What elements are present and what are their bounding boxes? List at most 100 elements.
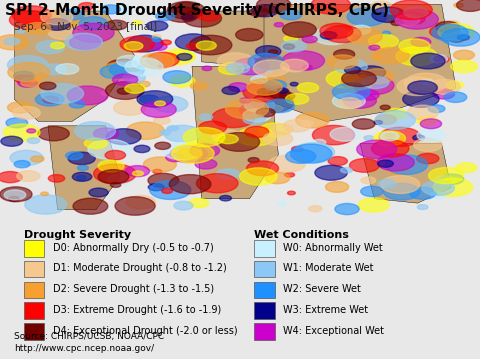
Circle shape	[9, 196, 19, 201]
Circle shape	[445, 20, 460, 27]
Circle shape	[334, 50, 355, 59]
Circle shape	[248, 158, 259, 163]
Circle shape	[335, 59, 367, 74]
Circle shape	[325, 182, 348, 192]
Circle shape	[10, 150, 43, 165]
Circle shape	[183, 9, 222, 27]
Circle shape	[277, 88, 288, 93]
Circle shape	[429, 87, 437, 91]
Circle shape	[286, 94, 309, 104]
Circle shape	[202, 66, 212, 71]
Circle shape	[219, 132, 260, 151]
Circle shape	[364, 75, 374, 80]
Circle shape	[260, 123, 290, 137]
Circle shape	[107, 59, 140, 74]
Circle shape	[155, 142, 170, 149]
Circle shape	[152, 34, 161, 38]
Circle shape	[175, 34, 211, 50]
Circle shape	[297, 83, 319, 93]
Circle shape	[174, 2, 198, 13]
Circle shape	[72, 172, 92, 181]
Circle shape	[430, 25, 460, 39]
Circle shape	[384, 108, 407, 119]
Circle shape	[166, 153, 184, 162]
Circle shape	[236, 28, 263, 41]
Circle shape	[137, 81, 150, 87]
Circle shape	[167, 1, 205, 19]
Circle shape	[256, 56, 285, 69]
Circle shape	[101, 5, 120, 14]
Circle shape	[428, 79, 460, 94]
Circle shape	[38, 126, 69, 141]
Circle shape	[218, 62, 244, 74]
Circle shape	[431, 192, 446, 199]
Circle shape	[10, 11, 50, 29]
Circle shape	[15, 75, 34, 83]
Circle shape	[252, 5, 278, 17]
Circle shape	[172, 51, 194, 61]
Circle shape	[41, 10, 73, 25]
Circle shape	[243, 83, 286, 102]
Circle shape	[43, 64, 66, 75]
Circle shape	[133, 21, 142, 25]
Circle shape	[428, 105, 445, 113]
Circle shape	[56, 64, 79, 74]
Circle shape	[36, 93, 64, 106]
Polygon shape	[202, 11, 278, 66]
Circle shape	[25, 195, 67, 214]
Circle shape	[189, 199, 209, 208]
Circle shape	[6, 118, 28, 128]
Circle shape	[430, 55, 448, 63]
Circle shape	[360, 186, 383, 197]
Circle shape	[284, 36, 298, 42]
Circle shape	[327, 55, 358, 69]
Circle shape	[433, 89, 455, 99]
Circle shape	[454, 3, 463, 8]
Circle shape	[160, 130, 171, 135]
Circle shape	[106, 20, 127, 30]
Circle shape	[269, 89, 290, 99]
Circle shape	[444, 92, 467, 102]
Circle shape	[417, 205, 428, 210]
Circle shape	[240, 98, 251, 103]
Circle shape	[429, 168, 464, 184]
Circle shape	[433, 56, 449, 63]
Circle shape	[403, 90, 439, 107]
Circle shape	[315, 165, 348, 180]
Circle shape	[94, 164, 136, 183]
Bar	[254, 261, 275, 278]
Circle shape	[65, 33, 102, 50]
Circle shape	[326, 70, 365, 88]
Circle shape	[349, 159, 379, 172]
Circle shape	[265, 172, 290, 184]
Circle shape	[320, 23, 353, 38]
Circle shape	[112, 74, 138, 85]
Text: D0: Abnormally Dry (-0.5 to -0.7): D0: Abnormally Dry (-0.5 to -0.7)	[53, 243, 214, 253]
Circle shape	[288, 191, 295, 195]
Circle shape	[216, 169, 240, 180]
Circle shape	[356, 90, 379, 100]
Circle shape	[181, 14, 194, 20]
Circle shape	[335, 204, 359, 215]
Circle shape	[137, 91, 173, 107]
Circle shape	[190, 35, 232, 55]
Circle shape	[50, 42, 65, 49]
Circle shape	[73, 198, 108, 214]
Circle shape	[420, 119, 442, 129]
Circle shape	[243, 114, 265, 124]
Circle shape	[362, 76, 389, 89]
Circle shape	[269, 50, 278, 54]
Circle shape	[169, 75, 195, 87]
Circle shape	[248, 53, 284, 70]
Circle shape	[244, 98, 275, 112]
Circle shape	[148, 183, 164, 191]
Circle shape	[374, 121, 383, 124]
Circle shape	[374, 131, 406, 146]
Circle shape	[101, 91, 110, 95]
Circle shape	[411, 37, 431, 46]
Circle shape	[89, 188, 108, 197]
Circle shape	[147, 52, 179, 67]
Circle shape	[146, 21, 168, 31]
Text: Source: CHIRPS/UCSB, NOAA/CPC
http://www.cpc.ncep.noaa.gov/: Source: CHIRPS/UCSB, NOAA/CPC http://www…	[14, 332, 165, 354]
Circle shape	[309, 206, 322, 212]
